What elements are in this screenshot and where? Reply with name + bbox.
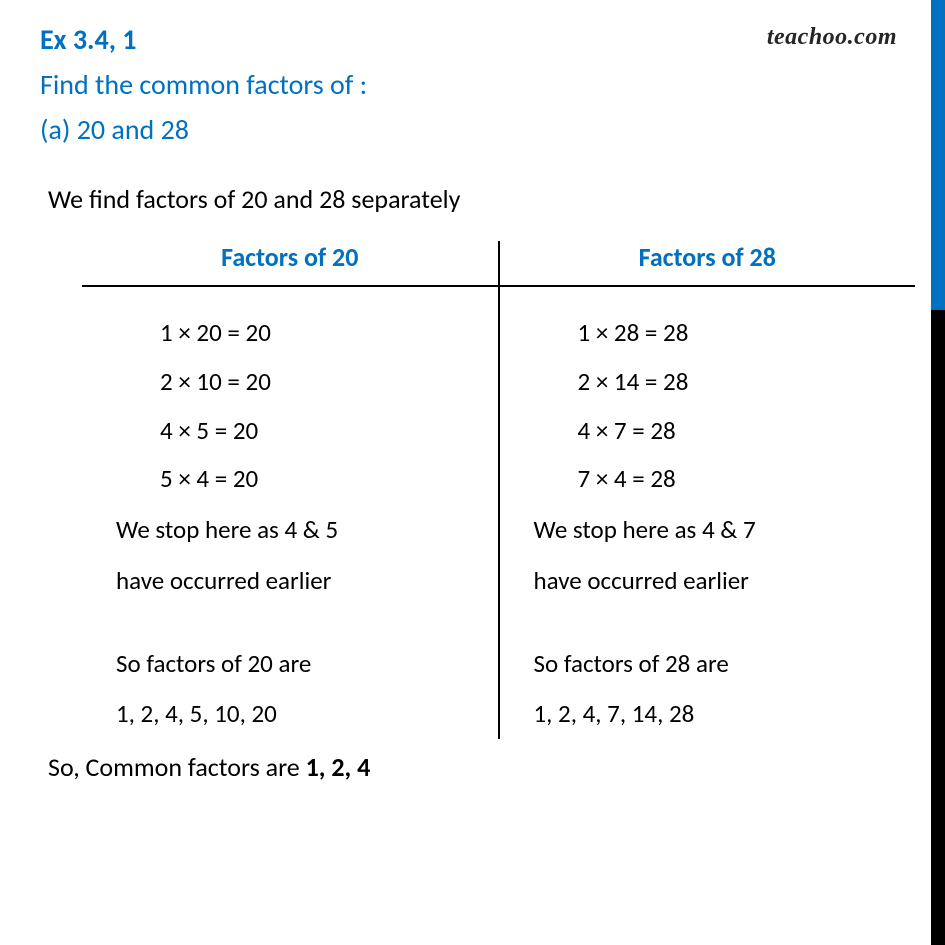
question-text: Find the common factors of : [40,67,915,102]
left-note-2: have occurred earlier [112,557,484,606]
side-stripe-blue [931,0,945,310]
right-column-title: Factors of 28 [500,241,916,287]
left-calc-1: 1 × 20 = 20 [112,309,484,358]
left-result-1: So factors of 20 are [112,640,484,689]
factors-right-column: Factors of 28 1 × 28 = 28 2 × 14 = 28 4 … [500,241,916,739]
right-note-1: We stop here as 4 & 7 [530,506,902,555]
factors-table: Factors of 20 1 × 20 = 20 2 × 10 = 20 4 … [82,241,915,739]
right-calc-2: 2 × 14 = 28 [530,358,902,407]
right-result-1: So factors of 28 are [530,640,902,689]
intro-text: We find factors of 20 and 28 separately [48,183,915,215]
left-calc-2: 2 × 10 = 20 [112,358,484,407]
conclusion: So, Common factors are 1, 2, 4 [48,751,915,783]
exercise-number: Ex 3.4, 1 [40,22,915,57]
side-stripe-black [931,310,945,945]
left-column-title: Factors of 20 [82,241,498,287]
left-calc-4: 5 × 4 = 20 [112,455,484,504]
left-note-1: We stop here as 4 & 5 [112,506,484,555]
right-calc-3: 4 × 7 = 28 [530,407,902,456]
right-note-2: have occurred earlier [530,557,902,606]
left-calc-3: 4 × 5 = 20 [112,407,484,456]
conclusion-answer: 1, 2, 4 [306,751,371,783]
question-part: (a) 20 and 28 [40,112,915,147]
factors-left-column: Factors of 20 1 × 20 = 20 2 × 10 = 20 4 … [82,241,500,739]
right-calc-1: 1 × 28 = 28 [530,309,902,358]
right-result-2: 1, 2, 4, 7, 14, 28 [530,690,902,739]
right-calc-4: 7 × 4 = 28 [530,455,902,504]
conclusion-prefix: So, Common factors are [48,751,306,783]
left-result-2: 1, 2, 4, 5, 10, 20 [112,690,484,739]
page-content: Ex 3.4, 1 Find the common factors of : (… [40,22,915,935]
